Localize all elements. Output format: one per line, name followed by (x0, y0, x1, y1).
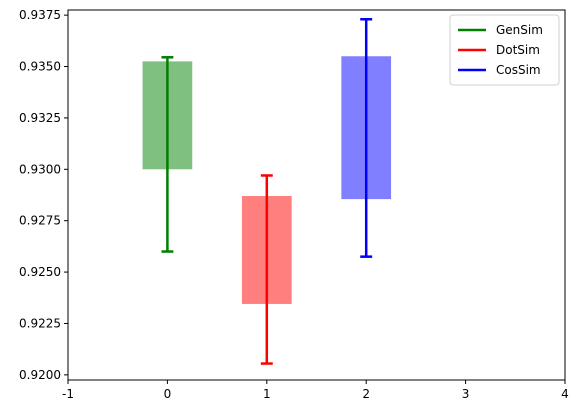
y-tick-label: 0.9350 (19, 60, 61, 74)
plot-frame (67, 9, 566, 381)
x-tick-label: 4 (561, 387, 569, 401)
legend: GenSim DotSim CosSim (449, 14, 560, 86)
x-axis: -1 0 1 2 3 4 (62, 380, 569, 401)
legend-label: DotSim (496, 43, 540, 57)
y-tick-label: 0.9275 (19, 214, 61, 228)
legend-item-dotsim: DotSim (458, 43, 540, 57)
legend-label: GenSim (496, 23, 543, 37)
x-tick-label: 2 (362, 387, 370, 401)
y-axis: 0.9200 0.9225 0.9250 0.9275 0.9300 0.9325 0.93… (19, 8, 68, 382)
y-tick-label: 0.9250 (19, 265, 61, 279)
errorbar-cossim (360, 18, 373, 258)
chart-marks (142, 18, 392, 365)
y-tick-label: 0.9300 (19, 162, 61, 176)
errorbar-dotsim (260, 174, 273, 365)
x-tick-label: -1 (62, 387, 74, 401)
y-tick-label: 0.9375 (19, 8, 61, 22)
errorbar-gensim (161, 56, 174, 253)
x-tick-label: 3 (462, 387, 470, 401)
x-tick-label: 0 (164, 387, 172, 401)
legend-box (449, 14, 560, 86)
legend-item-cossim: CosSim (458, 63, 541, 77)
y-tick-label: 0.9225 (19, 316, 61, 330)
y-tick-label: 0.9200 (19, 368, 61, 382)
x-tick-label: 1 (263, 387, 271, 401)
y-tick-label: 0.9325 (19, 111, 61, 125)
legend-label: CosSim (496, 63, 541, 77)
legend-item-gensim: GenSim (458, 23, 543, 37)
